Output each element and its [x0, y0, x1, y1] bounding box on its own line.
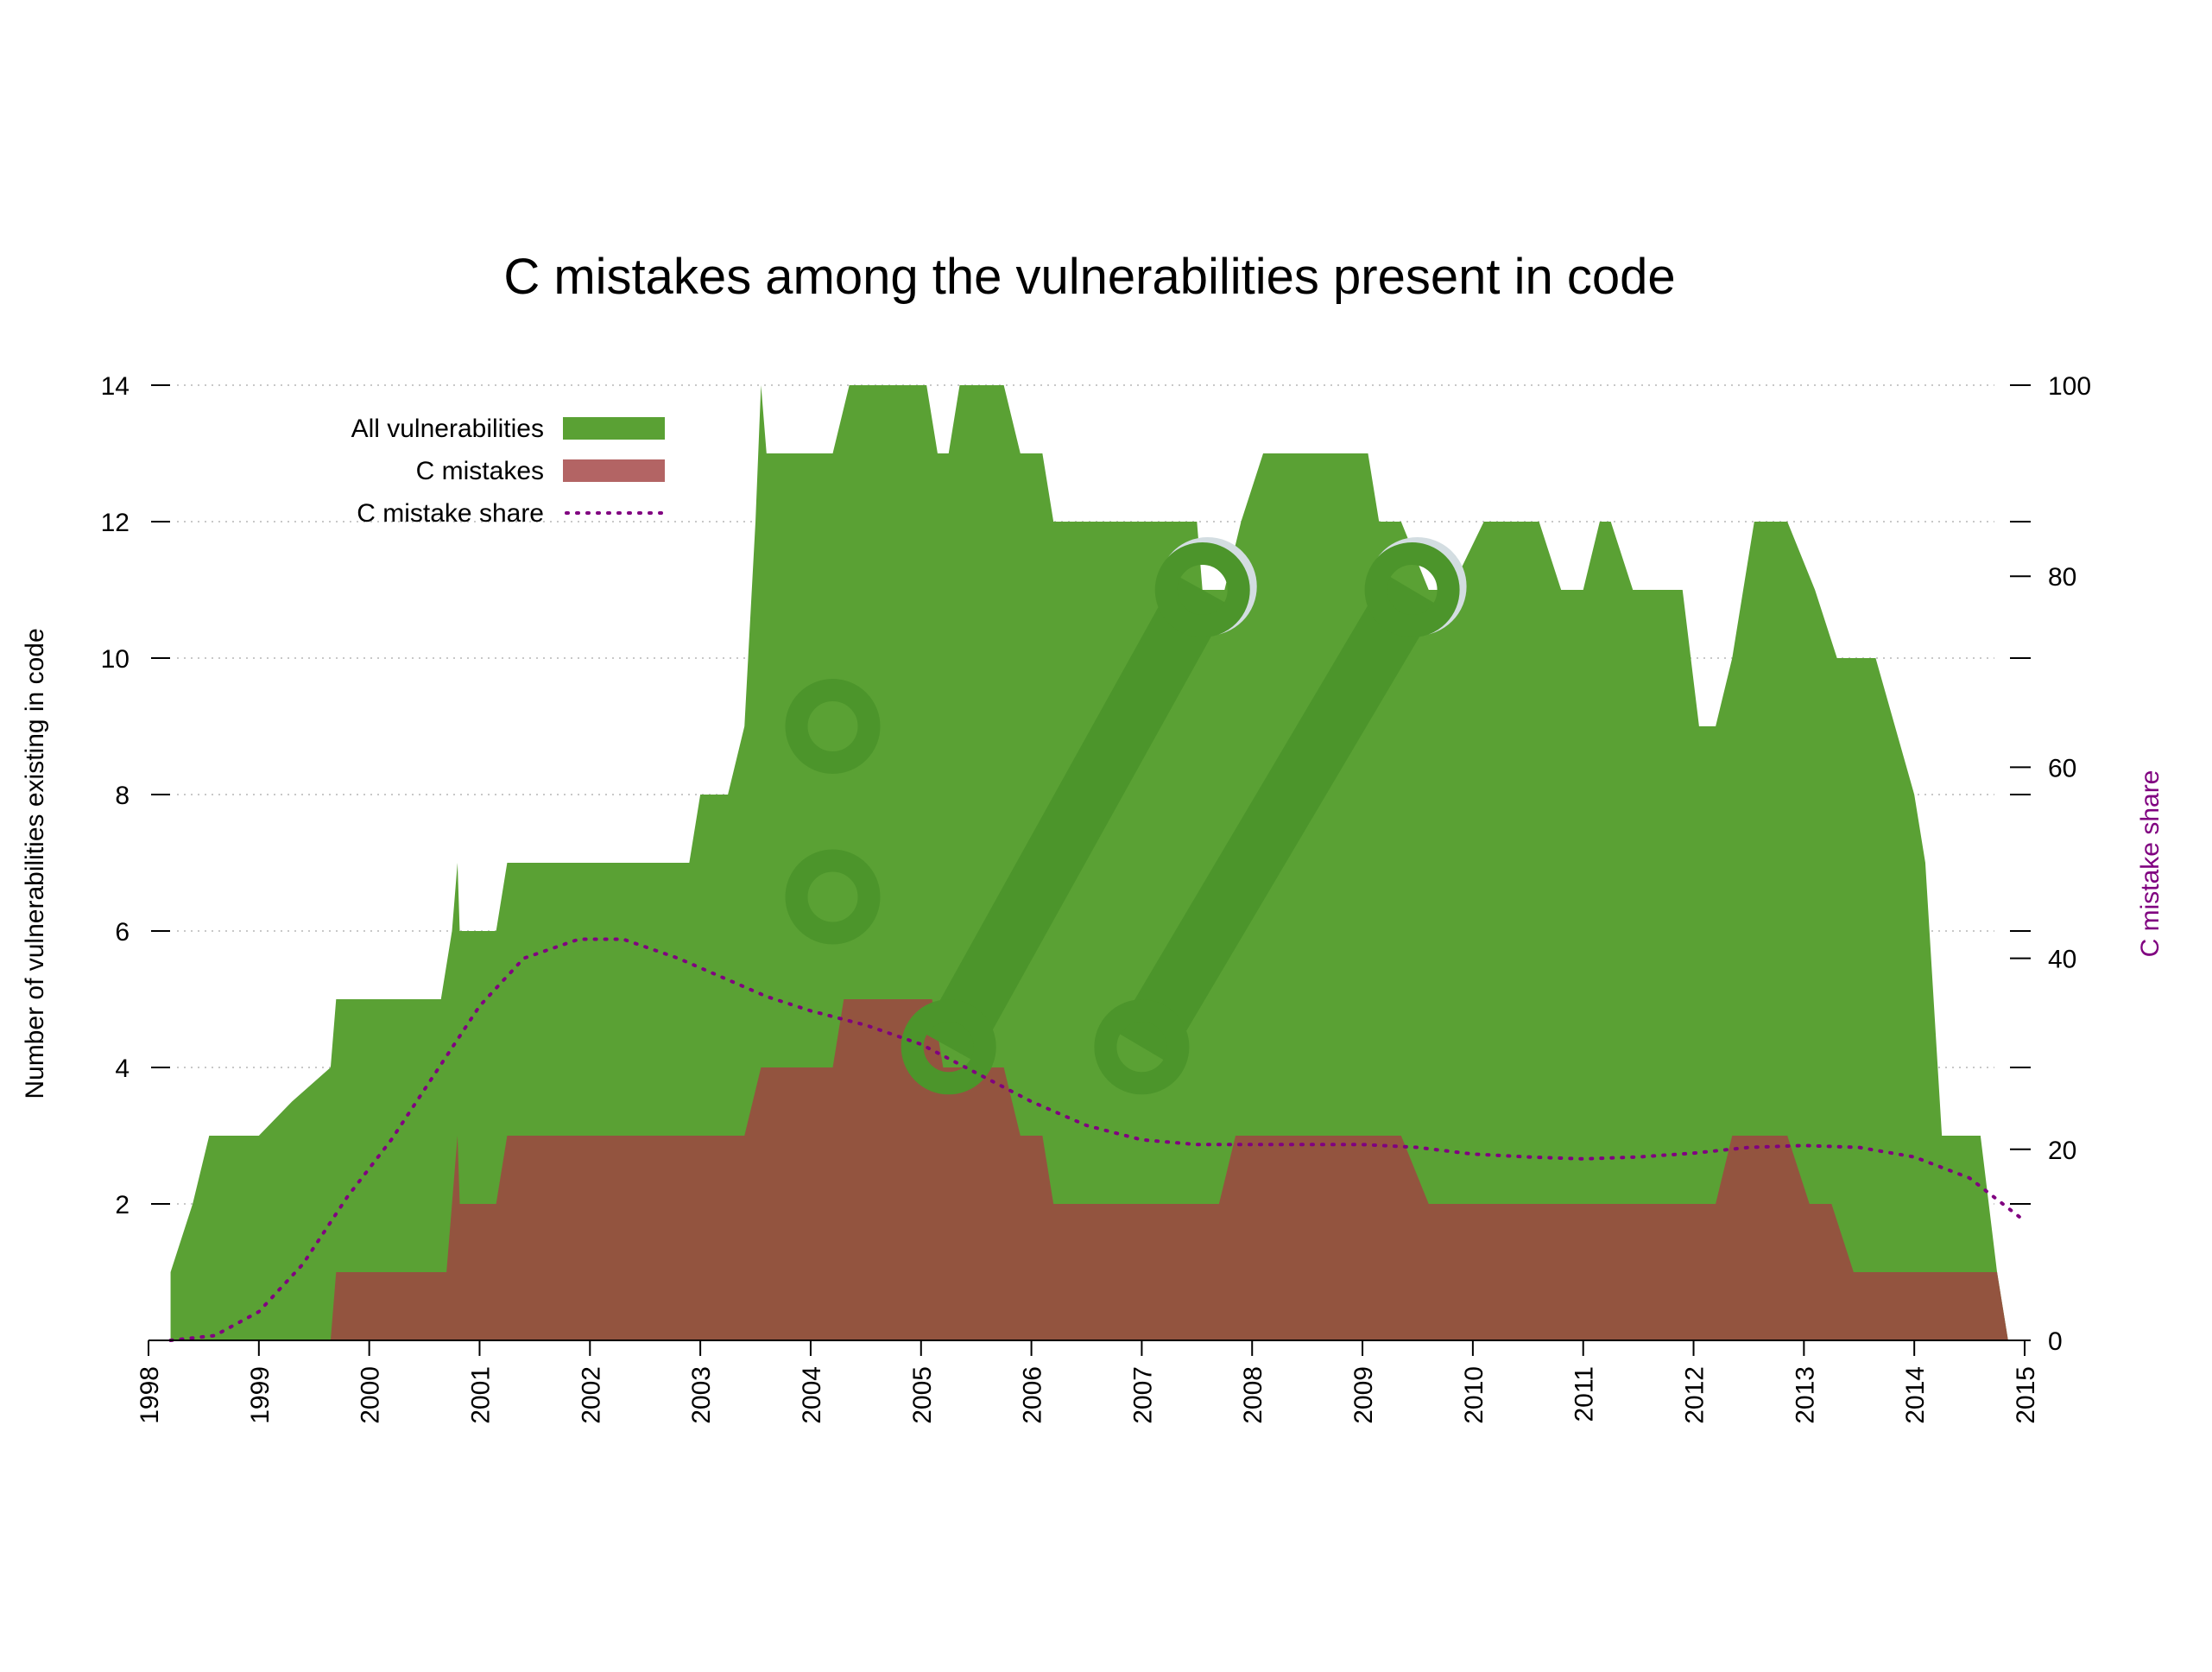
y2-tick-label: 20 — [2048, 1137, 2076, 1165]
y-tick-label: 12 — [101, 509, 130, 537]
x-tick-label: 2010 — [1460, 1366, 1488, 1424]
x-tick-label: 1999 — [246, 1366, 275, 1424]
legend-label: C mistakes — [416, 457, 544, 485]
x-tick-label: 2013 — [1791, 1366, 1819, 1424]
watermark-ring — [901, 999, 996, 1095]
x-tick-label: 2002 — [577, 1366, 605, 1424]
c-mistakes-area — [330, 999, 2008, 1340]
all-vulnerabilities-area — [170, 385, 2008, 1340]
x-tick-label: 2004 — [798, 1366, 826, 1424]
c-mistake-share-line — [168, 937, 2026, 1342]
y-tick-label: 4 — [115, 1054, 130, 1083]
x-tick-label: 2006 — [1019, 1366, 1047, 1424]
watermark-logo — [785, 537, 1467, 1095]
y-tick-label: 14 — [101, 372, 130, 401]
legend-label: All vulnerabilities — [351, 415, 544, 443]
x-tick-label: 2012 — [1681, 1366, 1710, 1424]
watermark-bar — [1115, 574, 1438, 1063]
y2-tick-label: 80 — [2048, 563, 2076, 592]
x-tick-label: 1998 — [136, 1366, 164, 1424]
y-tick-label: 10 — [101, 645, 130, 674]
y2-tick-label: 100 — [2048, 372, 2091, 401]
y2-tick-label: 40 — [2048, 946, 2076, 974]
y-tick-label: 6 — [115, 918, 130, 947]
watermark-ring — [1364, 542, 1460, 637]
legend-label: C mistake share — [357, 499, 544, 528]
x-tick-label: 2001 — [466, 1366, 495, 1424]
y-axis-label: Number of vulnerabilities existing in co… — [21, 628, 49, 1099]
watermark-ring — [1154, 542, 1250, 637]
watermark-bar — [922, 575, 1229, 1062]
plot-areas — [170, 385, 2008, 1340]
watermark-ring — [785, 849, 881, 945]
x-tick-label: 2005 — [908, 1366, 937, 1424]
y2-axis-label: C mistake share — [2136, 770, 2165, 958]
axes: 1998 1999 2000 2001 2002 2003 2004 2005 2006 2007… — [101, 372, 2091, 1424]
y-tick-label: 2 — [115, 1191, 130, 1219]
x-tick-label: 2000 — [357, 1366, 385, 1424]
x-tick-label: 2015 — [2012, 1366, 2040, 1424]
legend: All vulnerabilities C mistakes C mistake s… — [351, 415, 667, 528]
x-tick-label: 2003 — [687, 1366, 716, 1424]
x-tick-label: 2011 — [1571, 1366, 1599, 1422]
watermark-ring — [785, 679, 881, 774]
legend-swatch — [563, 459, 665, 482]
watermark-ring — [1094, 999, 1190, 1095]
x-tick-label: 2014 — [1901, 1366, 1930, 1424]
chart-title: C mistakes among the vulnerabilities pre… — [503, 249, 1675, 305]
x-tick-label: 2008 — [1239, 1366, 1267, 1424]
x-tick-label: 2009 — [1349, 1366, 1378, 1424]
legend-swatch — [563, 417, 665, 440]
y2-tick-label: 0 — [2048, 1327, 2063, 1356]
y2-tick-label: 60 — [2048, 754, 2076, 782]
share-line — [168, 937, 2026, 1342]
x-tick-label: 2007 — [1128, 1366, 1157, 1424]
y-tick-label: 8 — [115, 782, 130, 810]
